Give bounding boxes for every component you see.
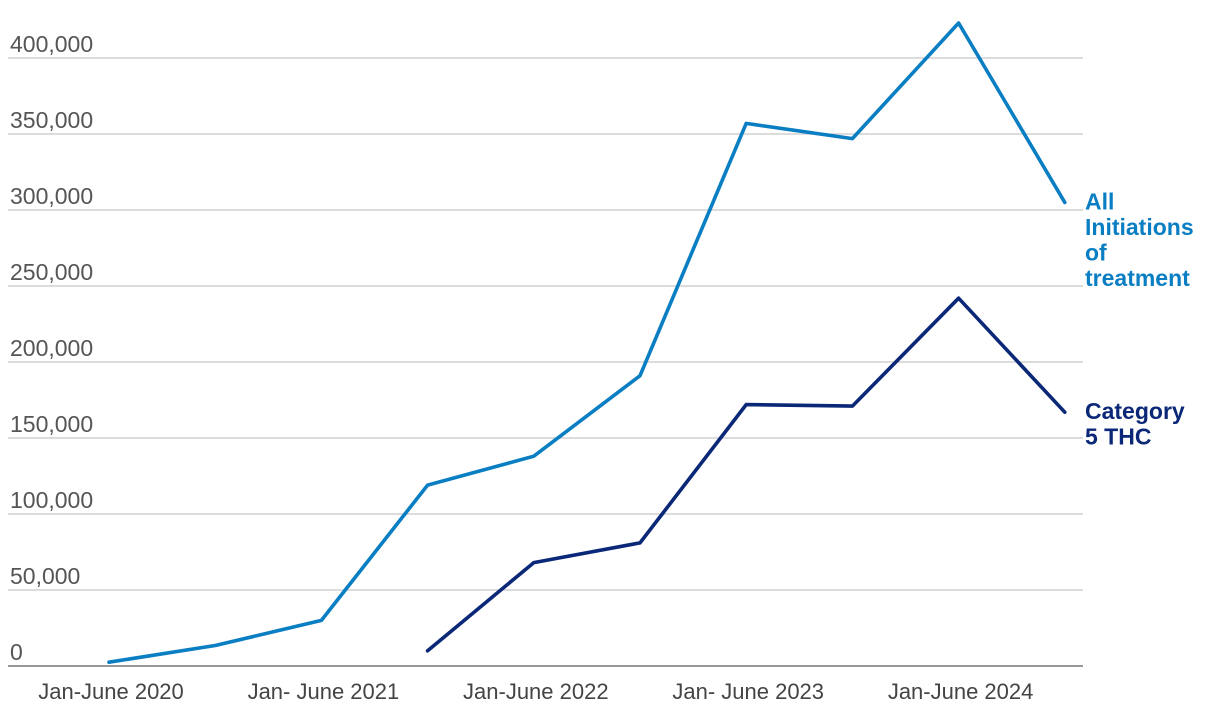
gridlines xyxy=(8,57,1083,667)
series-label-1: All Initiations of treatment xyxy=(1085,188,1194,291)
series-label-line: Initiations xyxy=(1085,214,1194,240)
y-axis-ticks: 0 50,000 100,000 150,000 200,000 250,000 300,0… xyxy=(10,31,93,665)
x-tick-label: Jan-June 2022 xyxy=(463,679,609,704)
x-tick-label: Jan-June 2020 xyxy=(38,679,184,704)
series-label-line: 5 THC xyxy=(1085,424,1151,450)
x-tick-label: Jan-June 2024 xyxy=(888,679,1034,704)
series-label-line: treatment xyxy=(1085,265,1190,291)
y-tick-label: 300,000 xyxy=(10,183,93,209)
y-tick-label: 50,000 xyxy=(10,563,80,589)
y-tick-label: 350,000 xyxy=(10,107,93,133)
y-tick-label: 100,000 xyxy=(10,487,93,513)
y-tick-label: 150,000 xyxy=(10,411,93,437)
y-tick-label: 0 xyxy=(10,639,23,665)
series-label-line: of xyxy=(1085,239,1107,265)
x-tick-label: Jan- June 2021 xyxy=(248,679,400,704)
series-lines xyxy=(107,21,1067,664)
series-line-2 xyxy=(425,296,1067,653)
series-line-1 xyxy=(107,21,1067,664)
series-label-line: All xyxy=(1085,188,1114,214)
y-tick-label: 400,000 xyxy=(10,31,93,57)
x-tick-label: Jan- June 2023 xyxy=(672,679,824,704)
y-tick-label: 200,000 xyxy=(10,335,93,361)
x-axis-ticks: Jan-June 2020 Jan- June 2021 Jan-June 2022… xyxy=(38,679,1033,704)
series-labels: All Initiations of treatment Category 5 THC xyxy=(1085,188,1194,449)
series-label-2: Category 5 THC xyxy=(1085,398,1185,450)
y-tick-label: 250,000 xyxy=(10,259,93,285)
series-label-line: Category xyxy=(1085,398,1185,424)
